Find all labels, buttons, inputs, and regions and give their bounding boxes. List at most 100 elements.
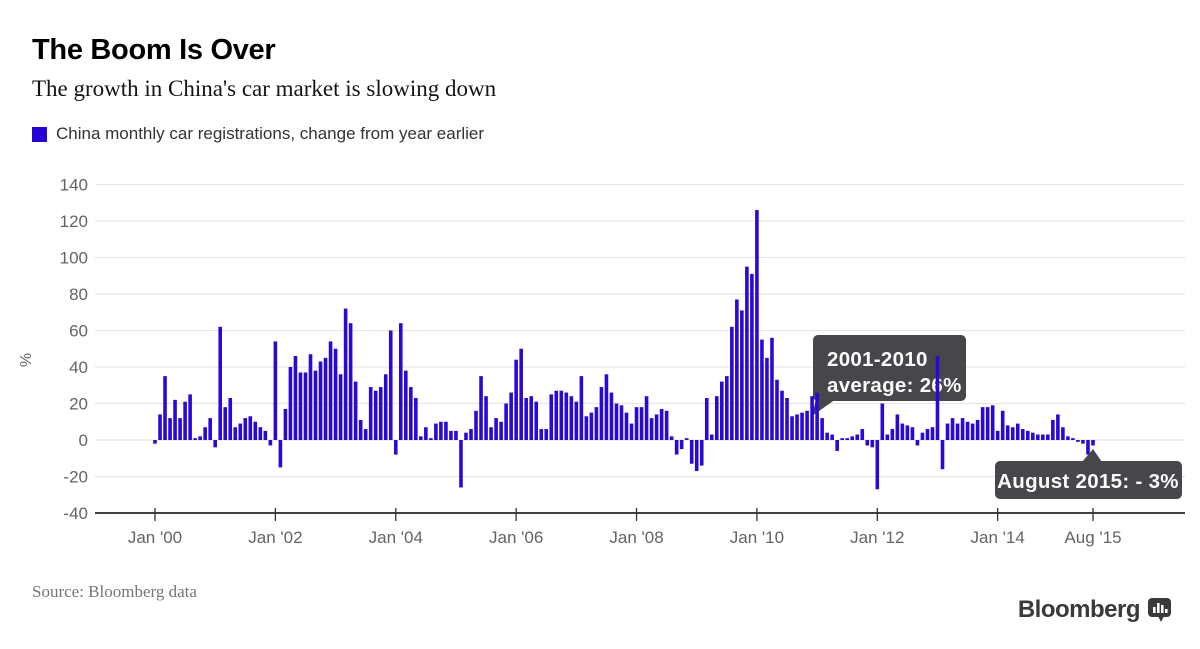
bar (168, 418, 172, 440)
bar (153, 440, 157, 444)
bar (1020, 429, 1025, 440)
bar (644, 396, 649, 440)
bar (253, 421, 258, 440)
y-tick-label: -40 (63, 504, 88, 523)
bar (770, 337, 774, 440)
bar (489, 427, 493, 441)
bloomberg-logo: Bloomberg (1018, 596, 1172, 624)
bar (388, 330, 393, 440)
bar (183, 401, 187, 440)
bar (308, 354, 313, 440)
bar (990, 405, 995, 440)
bar (1046, 434, 1050, 440)
bar (439, 421, 443, 440)
bar (634, 407, 639, 440)
bar (850, 436, 855, 440)
terminal-icon (1148, 597, 1171, 622)
bar (704, 398, 709, 440)
bar (368, 387, 373, 440)
bar (313, 370, 318, 440)
bar (519, 348, 523, 440)
bar (268, 440, 273, 446)
bar (228, 398, 233, 440)
bar (534, 401, 539, 440)
bar (599, 387, 604, 440)
bar (393, 440, 398, 455)
bar (1036, 434, 1040, 440)
bar (975, 419, 980, 440)
bar (238, 423, 243, 440)
bar (303, 372, 308, 440)
bar (785, 398, 789, 440)
bar (960, 418, 965, 440)
bar (594, 407, 599, 440)
bar (1091, 440, 1095, 446)
bar (940, 440, 945, 470)
bar (995, 430, 1000, 441)
bar (509, 392, 513, 440)
bar (484, 396, 488, 440)
bar (955, 423, 960, 440)
bar (709, 434, 714, 440)
bar (554, 390, 559, 440)
bar (1000, 410, 1005, 440)
bar (1061, 427, 1065, 441)
bar (935, 356, 940, 440)
bar (424, 427, 428, 441)
x-tick-label: Jan '08 (609, 528, 663, 547)
bar (479, 376, 483, 441)
bar (343, 308, 348, 440)
bar (830, 434, 834, 440)
bar (1086, 440, 1090, 455)
aug-tooltip-text: August 2015: - 3% (997, 470, 1179, 493)
bar (208, 418, 212, 440)
y-tick-label: 0 (79, 431, 88, 450)
chart-subtitle: The growth in China's car market is slow… (32, 76, 497, 101)
source-note: Source: Bloomberg data (32, 582, 197, 601)
bar (720, 381, 724, 440)
bar (855, 434, 860, 440)
bar (760, 339, 764, 441)
bar (624, 412, 629, 441)
bar (604, 374, 609, 440)
bar (474, 410, 478, 440)
bar (795, 414, 799, 440)
bar (1015, 423, 1020, 440)
x-tick-label: Jan '00 (128, 528, 182, 547)
bar (398, 323, 403, 440)
y-tick-label: 20 (69, 395, 88, 414)
bar (414, 398, 418, 440)
bar (694, 440, 699, 472)
bar (925, 429, 930, 440)
bar (725, 376, 729, 441)
bar (494, 418, 498, 440)
bar (218, 326, 223, 440)
bar (870, 440, 875, 448)
bar (845, 438, 850, 440)
bar (654, 414, 659, 440)
aug-tooltip-box (995, 461, 1182, 499)
bar (945, 423, 950, 440)
bar (730, 326, 734, 440)
bar (950, 418, 955, 440)
bar (444, 421, 448, 440)
bar (258, 427, 263, 441)
bar (875, 440, 880, 490)
bar (404, 370, 408, 440)
legend: China monthly car registrations, change … (32, 124, 484, 144)
bar (790, 416, 794, 440)
bar (880, 403, 885, 440)
bar (263, 430, 268, 441)
bar (248, 416, 253, 440)
bar (409, 387, 413, 440)
bar (820, 418, 824, 440)
bar (163, 376, 167, 441)
bar (629, 423, 634, 440)
x-tick-label: Jan '12 (850, 528, 904, 547)
avg-tooltip-line2: average: 26% (827, 374, 962, 397)
bar (193, 438, 197, 440)
bar (278, 440, 283, 468)
bar (689, 440, 694, 464)
bar (589, 412, 594, 441)
